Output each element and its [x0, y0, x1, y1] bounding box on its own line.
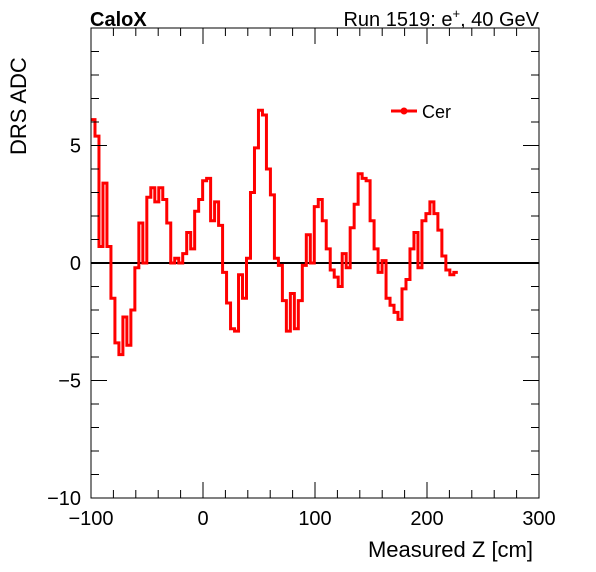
x-axis-title: Measured Z [cm]: [368, 537, 533, 562]
legend-entry-cer: Cer: [422, 102, 451, 122]
legend: Cer: [391, 102, 451, 122]
x-tick-label: 300: [522, 508, 555, 530]
y-axis-title: DRS ADC: [6, 57, 31, 155]
x-tick-label: 0: [197, 508, 208, 530]
legend-marker: [400, 107, 408, 115]
x-tick-label: 200: [410, 508, 443, 530]
y-tick-label: −10: [47, 488, 81, 510]
run-label-prefix: Run 1519: e: [343, 9, 452, 31]
x-tick-label: −100: [68, 508, 113, 530]
tick-labels: −100 0 100 200 300 −10 −5 0 5: [47, 136, 556, 531]
series-cer-line: [91, 108, 458, 357]
experiment-label: CaloX: [90, 9, 147, 31]
run-label-superscript: +: [452, 6, 460, 21]
plot-area: [91, 108, 539, 357]
x-tick-label: 100: [298, 508, 331, 530]
run-label: Run 1519: e+, 40 GeV: [343, 6, 539, 31]
y-tick-label: 5: [70, 136, 81, 158]
run-label-suffix: , 40 GeV: [460, 9, 540, 31]
axis-ticks: [90, 28, 540, 499]
y-tick-label: 0: [70, 253, 81, 275]
y-tick-label: −5: [58, 371, 81, 393]
